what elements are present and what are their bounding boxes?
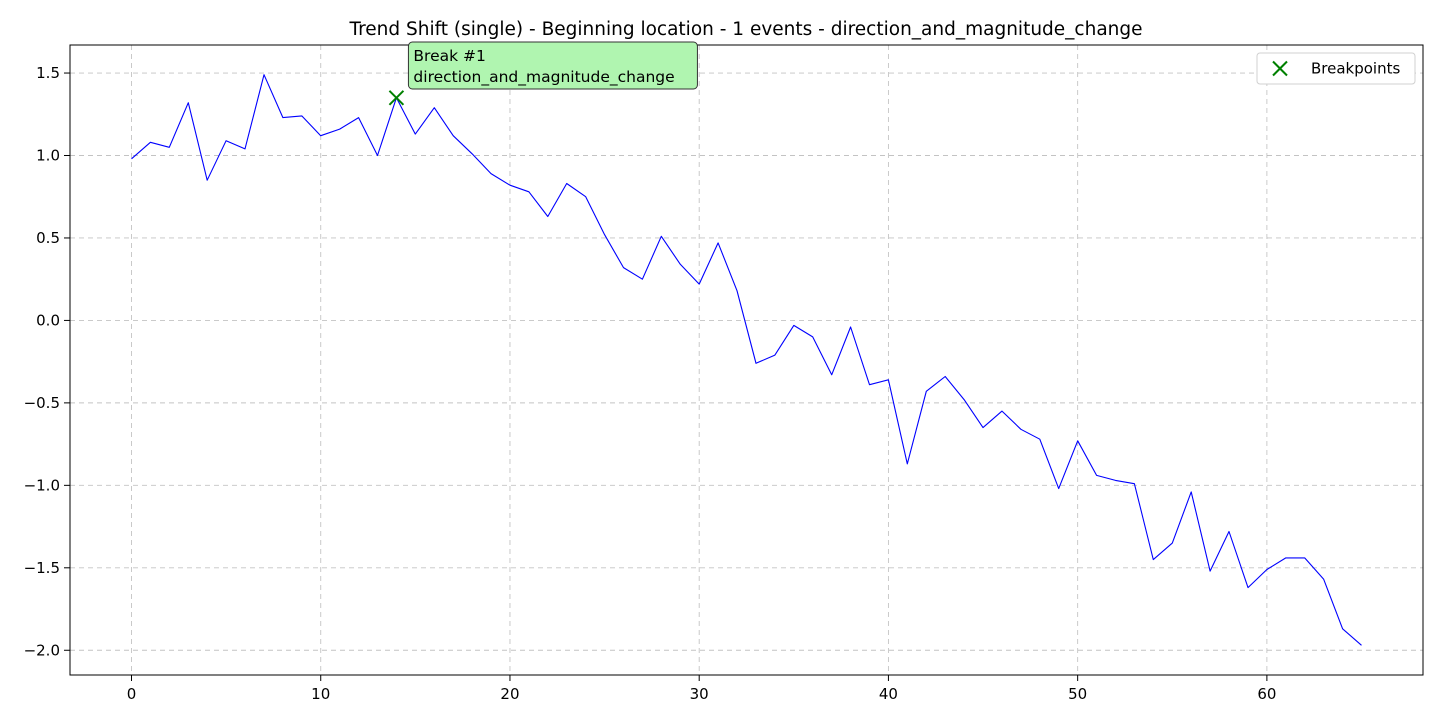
y-tick-label: −0.5 — [24, 394, 60, 412]
breakpoint-x-stroke — [388, 90, 405, 106]
annotation-box — [407, 41, 698, 90]
y-tick-label: 0.0 — [36, 311, 60, 329]
chart-title: Trend Shift (single) - Beginning locatio… — [348, 19, 1142, 40]
y-tick-label: −1.5 — [24, 559, 60, 577]
series-group — [131, 74, 1362, 646]
breakpoint-markers — [388, 90, 405, 106]
annotation-group: Break #1 direction_and_magnitude_change — [407, 41, 698, 90]
x-tick-label: 20 — [500, 685, 519, 703]
y-axis-ticks: 1.5 1.0 0.5 0.0 −0.5 −1.0 −1.5 −2.0 — [24, 64, 70, 659]
annotation-text: Break #1 — [413, 47, 485, 65]
legend-box — [1256, 52, 1416, 85]
x-axis-ticks: 0 10 20 30 40 50 60 — [127, 675, 1276, 703]
legend-marker-stroke — [1272, 60, 1288, 77]
x-tick-label: 40 — [879, 685, 898, 703]
x-tick-label: 50 — [1068, 685, 1087, 703]
breakpoint-annotation: Break #1 direction_and_magnitude_change — [407, 41, 698, 90]
grid — [70, 45, 1423, 675]
x-tick-label: 10 — [311, 685, 330, 703]
y-tick-label: 1.0 — [36, 146, 60, 164]
annotation-text: direction_and_magnitude_change — [413, 68, 674, 87]
breakpoint-marker — [388, 90, 405, 106]
legend-label: Breakpoints — [1311, 60, 1400, 78]
y-tick-label: −1.0 — [24, 476, 60, 494]
legend: Breakpoints — [1256, 52, 1416, 85]
y-tick-label: 0.5 — [36, 229, 60, 247]
y-tick-label: −2.0 — [24, 641, 60, 659]
y-tick-label: 1.5 — [36, 64, 60, 82]
series-line — [131, 74, 1362, 646]
plot-area-frame — [69, 44, 1424, 676]
x-tick-label: 30 — [690, 685, 709, 703]
x-tick-label: 0 — [127, 685, 137, 703]
x-tick-label: 60 — [1257, 685, 1276, 703]
